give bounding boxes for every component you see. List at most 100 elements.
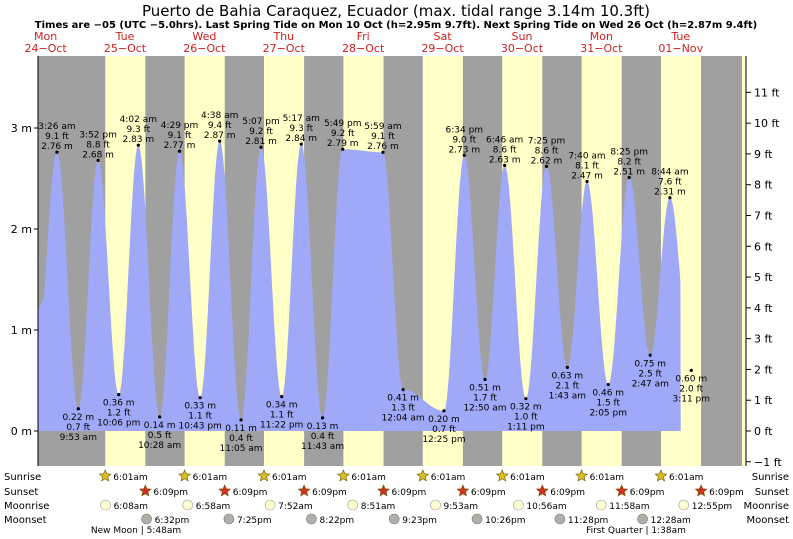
left-tick-label: 0 m: [11, 425, 32, 438]
tide-label-m: 2.84 m: [285, 134, 317, 144]
tide-label-ft: 9.4 ft: [208, 121, 232, 131]
tide-label-time: 1:43 am: [549, 391, 586, 401]
right-axis-feet: 11 ft 10 ft 9 ft 8 ft 7 ft 6 ft 5 ft 4 ft 3 ft 2 …: [742, 56, 782, 469]
tide-label-time: 3:11 pm: [672, 394, 710, 404]
right-tick-label: 5 ft: [754, 271, 773, 284]
tide-label-ft: 2.1 ft: [555, 381, 579, 391]
tide-point: [585, 179, 589, 184]
right-tick-label: −1 ft: [754, 456, 782, 469]
chart-title: Puerto de Bahia Caraquez, Ecuador (max. …: [142, 2, 650, 20]
tide-point: [544, 164, 549, 168]
tide-area: [38, 141, 681, 431]
day-label-date: 26−Oct: [183, 42, 226, 55]
tide-label-m: 2.83 m: [122, 135, 154, 145]
sunset-icon: [297, 484, 311, 497]
tide-label-m: 2.76 m: [367, 142, 399, 152]
tide-label-ft: 1.1 ft: [188, 412, 212, 422]
chart-subtitle: Times are −05 (UTC −5.0hrs). Last Spring…: [35, 20, 757, 31]
moonset-time: 10:26pm: [485, 516, 525, 526]
day-label-dow: Thu: [272, 30, 294, 43]
tide-label-ft: 1.7 ft: [473, 393, 497, 403]
sunset-time: 6:09pm: [312, 488, 347, 498]
moonrise-time: 6:08am: [114, 502, 149, 512]
tide-label-ft: 7.6 ft: [658, 178, 682, 188]
tide-label-time: 10:43 pm: [179, 422, 222, 432]
tide-point: [259, 145, 263, 149]
tide-label-m: 2.51 m: [613, 167, 645, 177]
moonset-time: 8:22pm: [319, 516, 354, 526]
day-label-dow: Tue: [115, 30, 135, 43]
tide-label-ft: 8.6 ft: [493, 145, 517, 155]
sunset-time: 6:09pm: [392, 488, 427, 498]
tide-label-time: 11:43 am: [301, 442, 344, 452]
moonrise-icon: [595, 499, 607, 511]
right-tick-label: 4 ft: [754, 302, 773, 315]
tide-point: [239, 418, 243, 422]
sunrise-icon: [654, 469, 668, 482]
tide-label-ft: 0.7 ft: [432, 425, 456, 435]
moonset-icon: [554, 513, 566, 525]
tide-label-ft: 8.8 ft: [86, 140, 110, 150]
tide-label-ft: 8.1 ft: [575, 162, 599, 172]
sunrise-icon: [416, 469, 430, 482]
tide-point: [381, 150, 385, 154]
tide-label-m: 2.31 m: [654, 188, 686, 198]
tide-point: [117, 393, 121, 397]
tide-label-m: 2.73 m: [448, 145, 480, 155]
astronomy-rows: Sunrise Sunrise Sunset Sunset Moonrise Moonri…: [4, 469, 789, 536]
moonrise-time: 9:53am: [444, 502, 479, 512]
tide-label-m: 0.75 m: [634, 359, 666, 369]
tide-label-m: 2.76 m: [41, 142, 73, 152]
row-label-right-moonrise: Moonrise: [744, 501, 789, 512]
tide-point: [668, 196, 672, 200]
sunrise-time: 6:01am: [272, 473, 307, 483]
moonrise-icon: [182, 499, 194, 511]
day-labels: Mon24−OctTue25−OctWed26−OctThu27−OctFri2…: [24, 30, 703, 55]
tide-label-time: 2:05 pm: [589, 409, 627, 419]
tide-label-ft: 2.5 ft: [638, 369, 662, 379]
sunrise-time: 6:01am: [590, 473, 625, 483]
tide-label-m: 0.11 m: [225, 424, 257, 434]
tide-label-ft: 9.1 ft: [168, 131, 192, 141]
tide-label-m: 2.47 m: [571, 172, 603, 182]
sunrise-icon: [336, 469, 350, 482]
tide-label-m: 2.81 m: [245, 137, 277, 147]
moonset-time: 6:32pm: [155, 516, 190, 526]
tide-label-ft: 1.5 ft: [596, 399, 620, 409]
day-label-date: 29−Oct: [421, 42, 464, 55]
tide-label-ft: 1.2 ft: [107, 409, 131, 419]
day-label-date: 27−Oct: [263, 42, 306, 55]
tide-label-time: 8:25 pm: [610, 147, 648, 157]
tide-label-m: 0.20 m: [428, 415, 460, 425]
left-tick-label: 2 m: [11, 223, 32, 236]
moonrise-icon: [430, 499, 441, 511]
right-tick-label: 8 ft: [754, 179, 773, 192]
row-label-left-sunrise: Sunrise: [4, 472, 41, 483]
tide-point: [462, 153, 466, 157]
tide-label-ft: 9.2 ft: [249, 127, 273, 137]
row-label-left-moonset: Moonset: [4, 515, 47, 526]
right-axis-strip: [742, 56, 746, 466]
right-tick-label: 0 ft: [754, 425, 773, 438]
tide-label-time: 11:05 am: [219, 444, 262, 454]
tide-label-time: 12:25 pm: [422, 435, 465, 445]
tide-label-time: 6:46 am: [486, 135, 523, 145]
sunset-time: 6:09pm: [153, 488, 188, 498]
tide-label-ft: 0.4 ft: [311, 432, 335, 442]
sunset-icon: [377, 484, 390, 497]
tide-label-m: 0.51 m: [469, 383, 501, 393]
tide-label-time: 1:11 pm: [507, 423, 545, 433]
tide-label-ft: 1.3 ft: [391, 404, 415, 414]
tide-label-time: 10:06 pm: [97, 419, 140, 429]
sunrise-time: 6:01am: [510, 473, 545, 483]
tide-point: [320, 416, 325, 420]
moonrise-icon: [100, 499, 111, 511]
row-label-right-sunset: Sunset: [755, 487, 789, 498]
sunrise-icon: [495, 469, 509, 482]
sunset-time: 6:09pm: [233, 488, 268, 498]
sunrise-time: 6:01am: [193, 473, 228, 483]
tide-label-ft: 1.1 ft: [270, 411, 294, 421]
moonrise-icon: [513, 499, 524, 511]
day-label-date: 28−Oct: [342, 42, 385, 55]
